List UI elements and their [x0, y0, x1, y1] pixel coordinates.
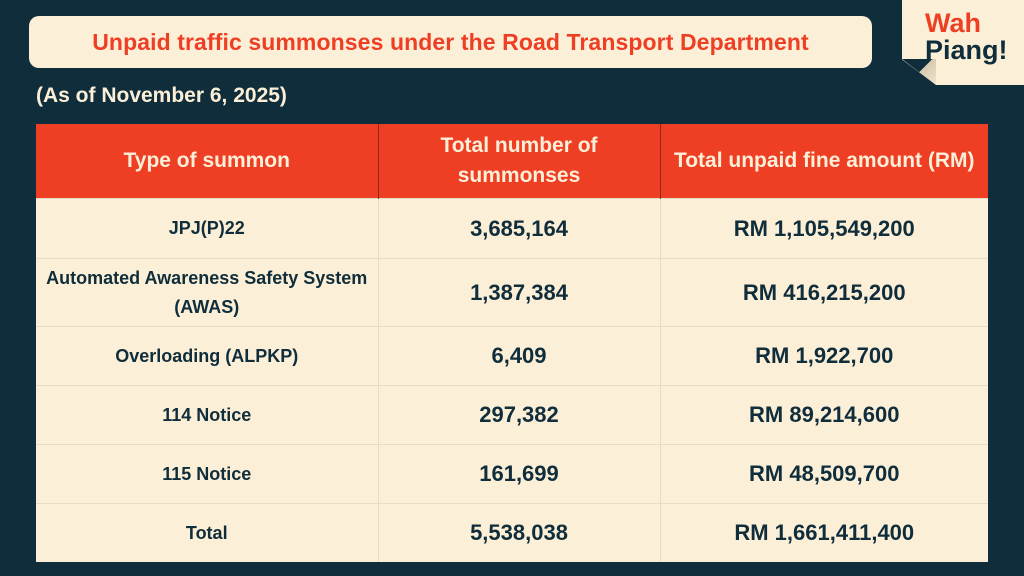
cell-count: 1,387,384 — [378, 258, 661, 327]
cell-count: 6,409 — [378, 326, 661, 386]
header-amount: Total unpaid fine amount (RM) — [660, 124, 988, 199]
cell-count: 5,538,038 — [378, 503, 661, 562]
summons-table: Type of summon Total number of summonses… — [36, 124, 988, 562]
cell-amount: RM 1,661,411,400 — [660, 503, 988, 562]
title-banner: Unpaid traffic summonses under the Road … — [29, 16, 872, 68]
table-header-row: Type of summon Total number of summonses… — [36, 124, 988, 199]
header-type: Type of summon — [36, 124, 379, 199]
cell-amount: RM 48,509,700 — [660, 444, 988, 504]
cell-count: 297,382 — [378, 385, 661, 445]
table-row: Overloading (ALPKP) 6,409 RM 1,922,700 — [36, 326, 988, 386]
table-row: JPJ(P)22 3,685,164 RM 1,105,549,200 — [36, 198, 988, 259]
page-title: Unpaid traffic summonses under the Road … — [92, 28, 809, 55]
cell-amount: RM 416,215,200 — [660, 258, 988, 327]
cell-count: 3,685,164 — [378, 198, 661, 259]
cell-type: Automated Awareness Safety System (AWAS) — [36, 258, 379, 327]
cell-type: Overloading (ALPKP) — [36, 326, 379, 386]
table-row: Automated Awareness Safety System (AWAS)… — [36, 258, 988, 327]
table-total-row: Total 5,538,038 RM 1,661,411,400 — [36, 503, 988, 562]
logo: Wah Piang! — [925, 10, 1008, 64]
as-of-date: (As of November 6, 2025) — [36, 84, 287, 107]
cell-type: 115 Notice — [36, 444, 379, 504]
cell-amount: RM 1,105,549,200 — [660, 198, 988, 259]
table-row: 115 Notice 161,699 RM 48,509,700 — [36, 444, 988, 504]
cell-amount: RM 89,214,600 — [660, 385, 988, 445]
logo-line-1: Wah — [925, 8, 981, 38]
cell-type: JPJ(P)22 — [36, 198, 379, 259]
header-count: Total number of summonses — [378, 124, 661, 199]
cell-type: Total — [36, 503, 379, 562]
cell-amount: RM 1,922,700 — [660, 326, 988, 386]
cell-type: 114 Notice — [36, 385, 379, 445]
table-row: 114 Notice 297,382 RM 89,214,600 — [36, 385, 988, 445]
cell-count: 161,699 — [378, 444, 661, 504]
logo-line-2: Piang! — [925, 35, 1008, 65]
